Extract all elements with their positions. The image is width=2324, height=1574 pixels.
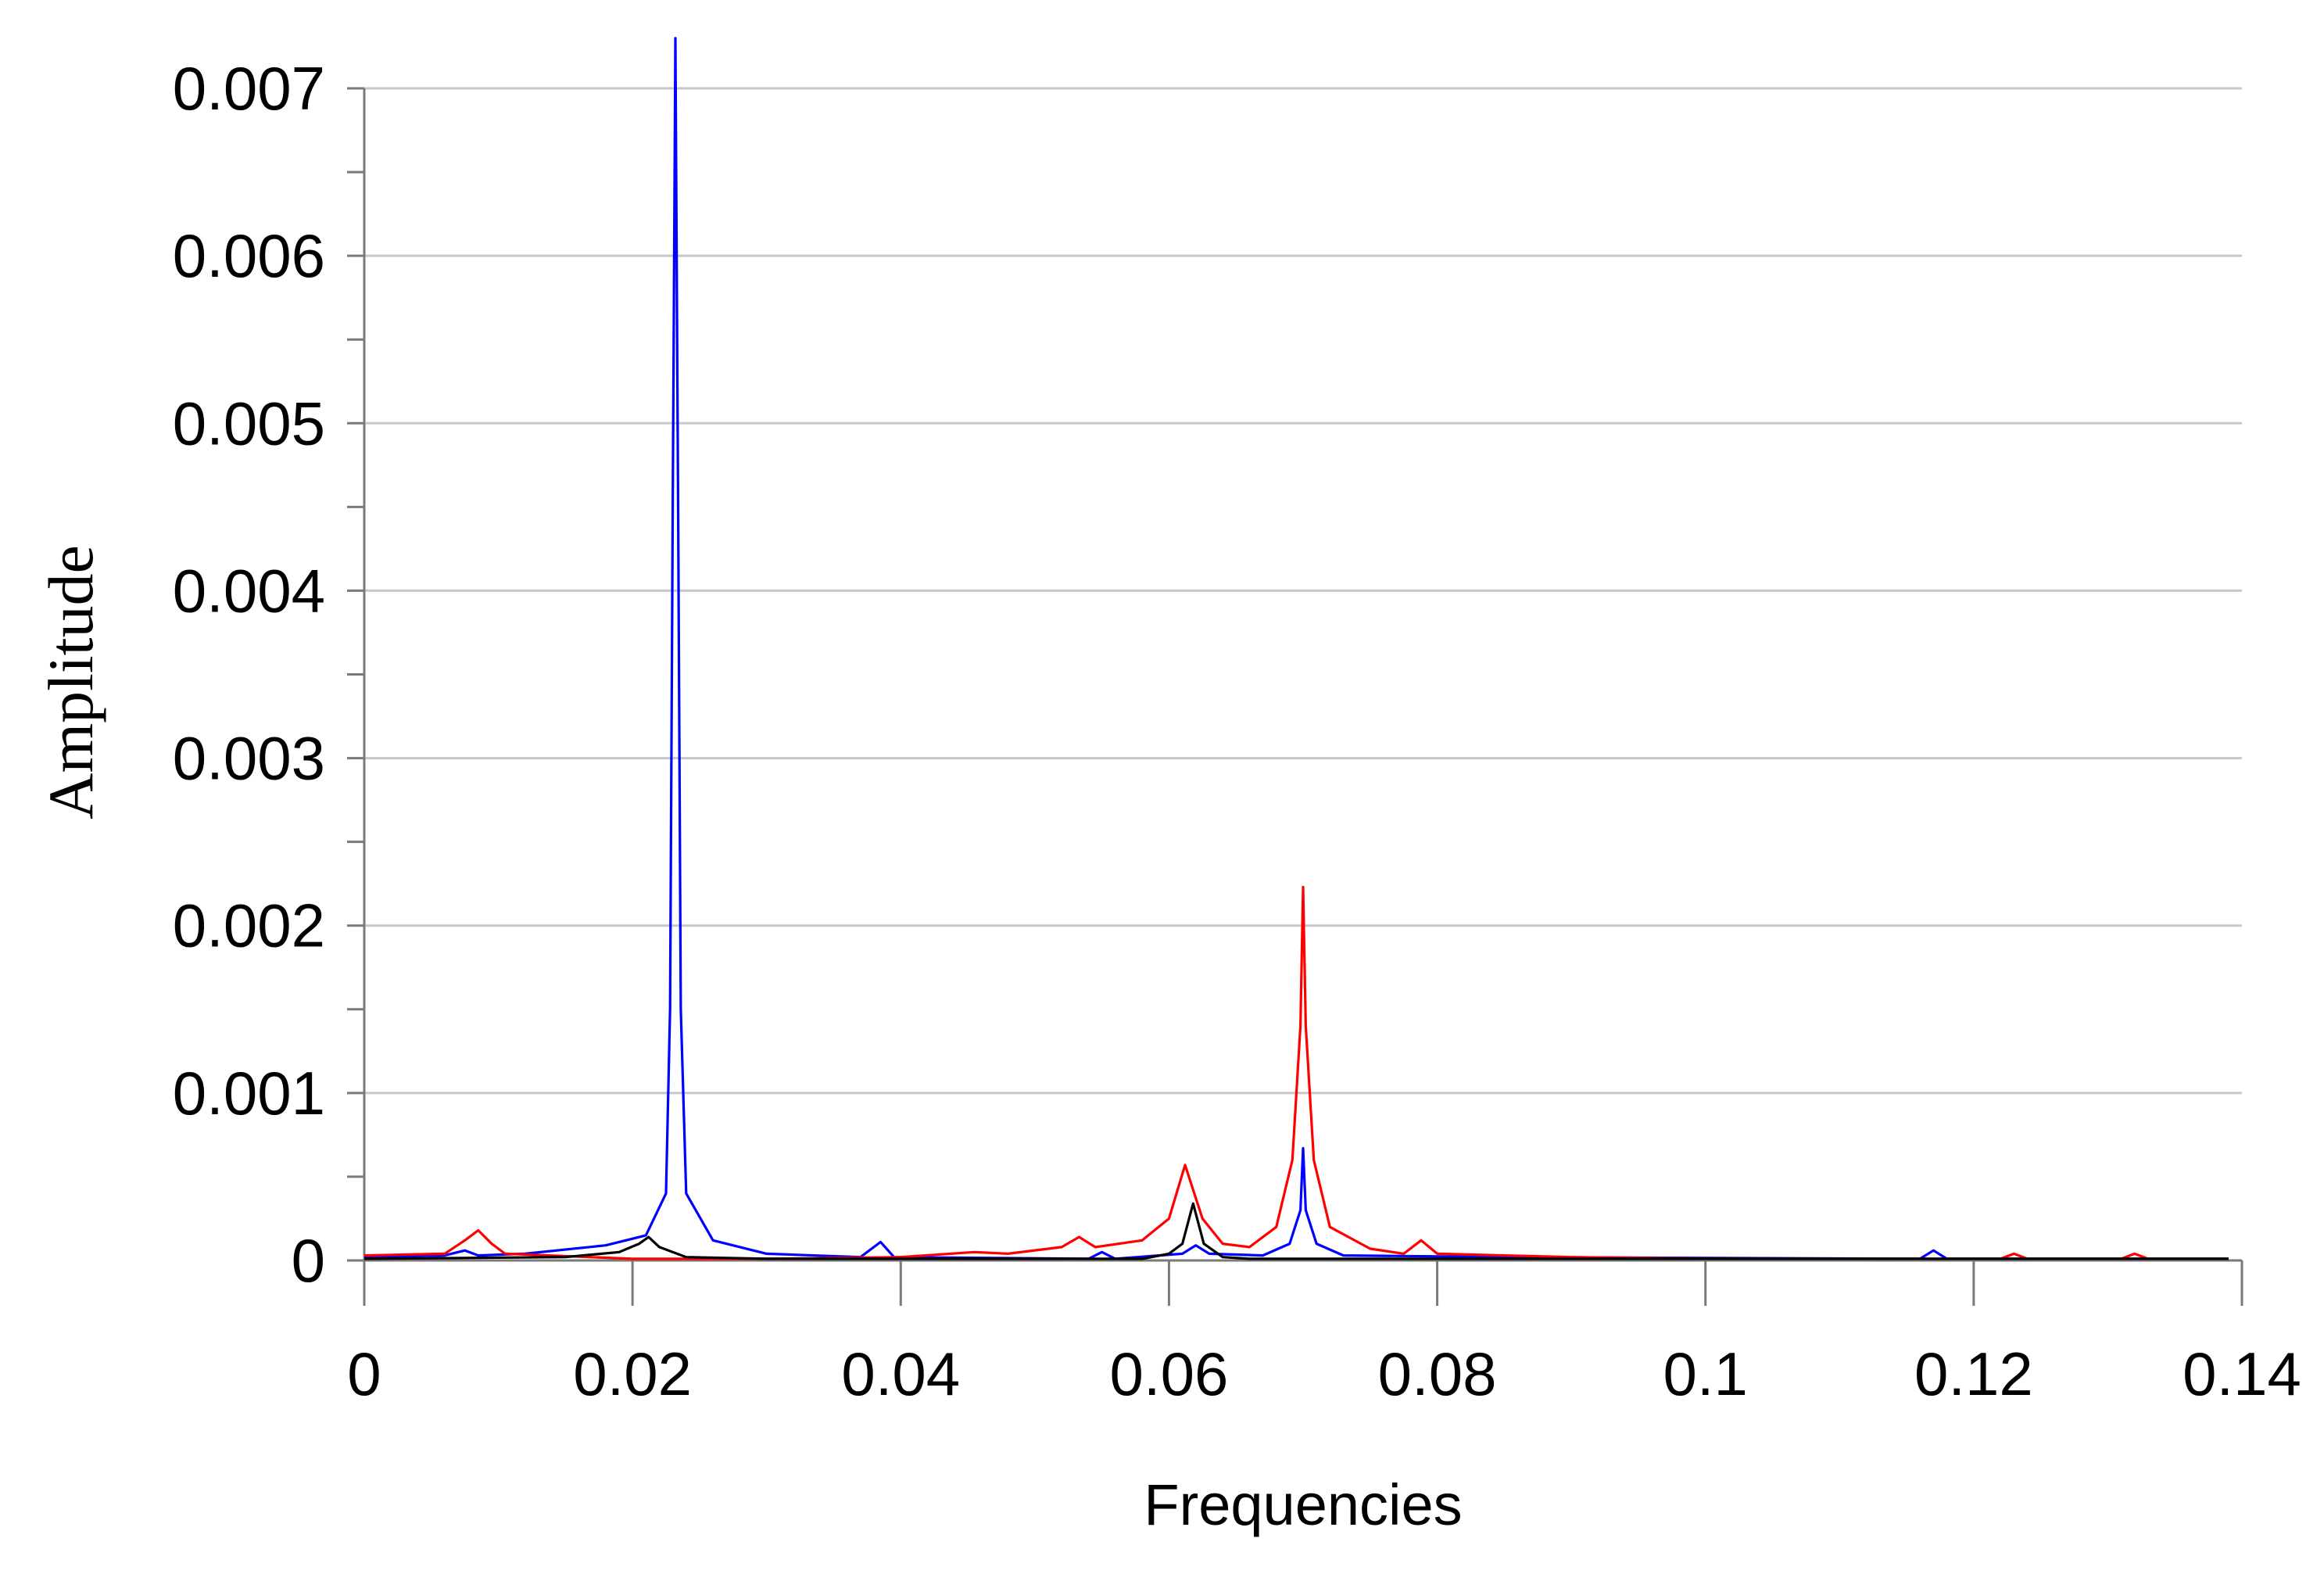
- axes: [347, 87, 2243, 1306]
- y-tick-label: 0.002: [173, 891, 325, 960]
- y-tick-label: 0.001: [173, 1059, 325, 1128]
- x-tick-label: 0.12: [1914, 1339, 2033, 1408]
- series-line-1: [363, 885, 2229, 1260]
- x-tick-labels: 0 0.02 0.04 0.06 0.08 0.1 0.12 0.14: [347, 1339, 2301, 1408]
- x-tick-label: 0.08: [1378, 1339, 1497, 1408]
- y-tick-label: 0.007: [173, 54, 325, 123]
- y-axis-title: Amplitude: [35, 545, 106, 819]
- x-tick-label: 0.04: [841, 1339, 960, 1408]
- series-lines: [363, 37, 2229, 1260]
- y-tick-label: 0.006: [173, 221, 325, 290]
- y-tick-labels: 0 0.001 0.002 0.003 0.004 0.005 0.006 0.007: [173, 54, 325, 1295]
- series-line-2: [363, 1202, 2229, 1260]
- y-tick-label: 0: [292, 1226, 325, 1295]
- x-tick-label: 0: [347, 1339, 381, 1408]
- y-tick-label: 0.004: [173, 556, 325, 625]
- x-tick-label: 0.1: [1663, 1339, 1747, 1408]
- x-axis-title: Frequencies: [1144, 1472, 1462, 1537]
- x-tick-label: 0.06: [1110, 1339, 1229, 1408]
- y-tick-label: 0.005: [173, 389, 325, 457]
- x-tick-label: 0.14: [2183, 1339, 2301, 1408]
- y-tick-label: 0.003: [173, 724, 325, 793]
- x-tick-label: 0.02: [573, 1339, 692, 1408]
